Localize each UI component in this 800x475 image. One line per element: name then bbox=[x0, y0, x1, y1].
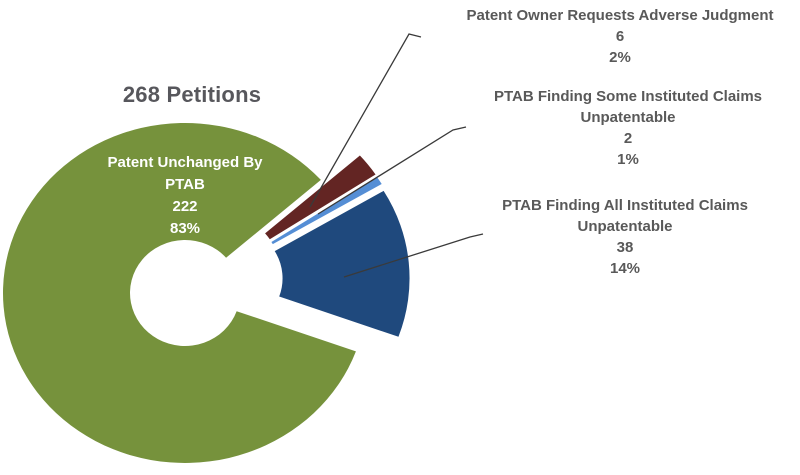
callout-value: 38 bbox=[616, 239, 634, 256]
leader-line-3 bbox=[343, 233, 484, 278]
slice-label-value: 222 bbox=[172, 198, 198, 215]
callout-value: 2 bbox=[623, 130, 633, 147]
slice-label-pct: 83% bbox=[169, 220, 201, 237]
callout-pct: 1% bbox=[617, 151, 639, 168]
slice-label-patent-unchanged: Patent Unchanged By PTAB 222 83% bbox=[35, 152, 335, 240]
chart-title: 268 Petitions bbox=[122, 82, 262, 107]
callout-pct: 2% bbox=[609, 49, 631, 66]
callout-value: 6 bbox=[615, 28, 625, 45]
slice-label-line1: Patent Unchanged By bbox=[107, 154, 263, 171]
pie-slice-4 bbox=[2, 122, 356, 463]
callout-some-claims-unpatentable: PTAB Finding Some Instituted Claims Unpa… bbox=[428, 86, 800, 170]
callout-label: PTAB Finding All Instituted Claims bbox=[502, 197, 748, 214]
callout-pct: 14% bbox=[609, 260, 641, 277]
pie-slice-1 bbox=[265, 155, 376, 240]
callout-all-claims-unpatentable: PTAB Finding All Instituted Claims Unpat… bbox=[425, 195, 800, 279]
pie-slice-2 bbox=[271, 177, 382, 245]
leader-line-2 bbox=[317, 126, 467, 215]
leader-line-1 bbox=[309, 33, 422, 208]
slice-label-line2: PTAB bbox=[165, 176, 205, 193]
callout-adverse-judgment: Patent Owner Requests Adverse Judgment 6… bbox=[420, 5, 800, 68]
callout-label-line2: Unpatentable bbox=[580, 109, 676, 126]
pie-slice-3 bbox=[274, 190, 410, 337]
callout-label: Patent Owner Requests Adverse Judgment bbox=[466, 7, 774, 24]
callout-label: PTAB Finding Some Instituted Claims bbox=[493, 88, 763, 105]
callout-label-line2: Unpatentable bbox=[577, 218, 673, 235]
